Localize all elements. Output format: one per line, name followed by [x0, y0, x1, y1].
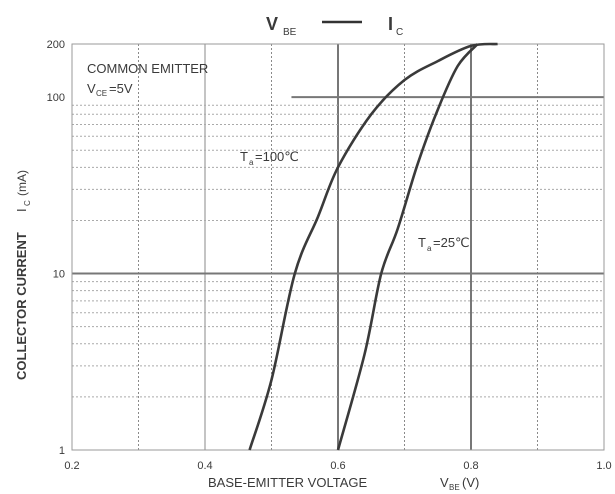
y-tick-labels: 1 10 100 200	[47, 39, 65, 457]
title-right-sub: C	[396, 27, 403, 38]
y-tick-1: 1	[59, 445, 65, 457]
x-tick-0.6: 0.6	[330, 460, 345, 472]
title-left: V	[266, 14, 278, 34]
x-tick-1.0: 1.0	[596, 460, 611, 472]
series-label-25c-sub: a	[427, 244, 432, 253]
condition-line1: COMMON EMITTER	[87, 61, 208, 76]
y-axis-title-sym: I	[14, 208, 29, 212]
y-axis-title-sub: C	[23, 200, 32, 206]
condition-value: =5V	[109, 81, 133, 96]
series-label-100c-sym: T	[240, 149, 248, 164]
series-line-0	[248, 42, 498, 451]
x-axis-title: BASE-EMITTER VOLTAGE V BE (V)	[208, 475, 479, 492]
y-tick-200: 200	[47, 39, 65, 51]
x-tick-0.4: 0.4	[197, 460, 212, 472]
condition-annotation: COMMON EMITTER V CE =5V	[87, 61, 208, 98]
y-tick-10: 10	[53, 269, 65, 281]
x-tick-labels: 0.2 0.4 0.6 0.8 1.0	[64, 460, 611, 472]
x-axis-title-unit: (V)	[462, 475, 479, 490]
series-curves	[248, 42, 498, 451]
title-right: I	[388, 14, 393, 34]
x-axis-title-sym: V	[440, 475, 449, 490]
series-label-100c-sub: a	[249, 158, 254, 167]
y-axis-title: COLLECTOR CURRENT I C (mA)	[14, 170, 32, 380]
y-axis-title-main: COLLECTOR CURRENT	[14, 232, 29, 380]
series-line-1	[336, 43, 479, 451]
x-axis-title-main: BASE-EMITTER VOLTAGE	[208, 475, 367, 490]
y-axis-title-unit: (mA)	[15, 170, 29, 196]
x-tick-0.2: 0.2	[64, 460, 79, 472]
series-label-100c: T a =100℃	[240, 149, 299, 167]
y-tick-100: 100	[47, 92, 65, 104]
condition-sym: V	[87, 81, 96, 96]
series-label-25c-sym: T	[418, 235, 426, 250]
x-axis-title-sub: BE	[449, 483, 460, 492]
series-label-25c: T a =25℃	[418, 235, 470, 253]
series-label-100c-val: =100℃	[255, 149, 299, 164]
x-tick-0.8: 0.8	[463, 460, 478, 472]
title-left-sub: BE	[283, 27, 297, 38]
series-label-25c-val: =25℃	[433, 235, 470, 250]
grid	[72, 44, 604, 450]
chart-title: V BE I C	[266, 14, 403, 38]
condition-sub: CE	[96, 89, 107, 98]
